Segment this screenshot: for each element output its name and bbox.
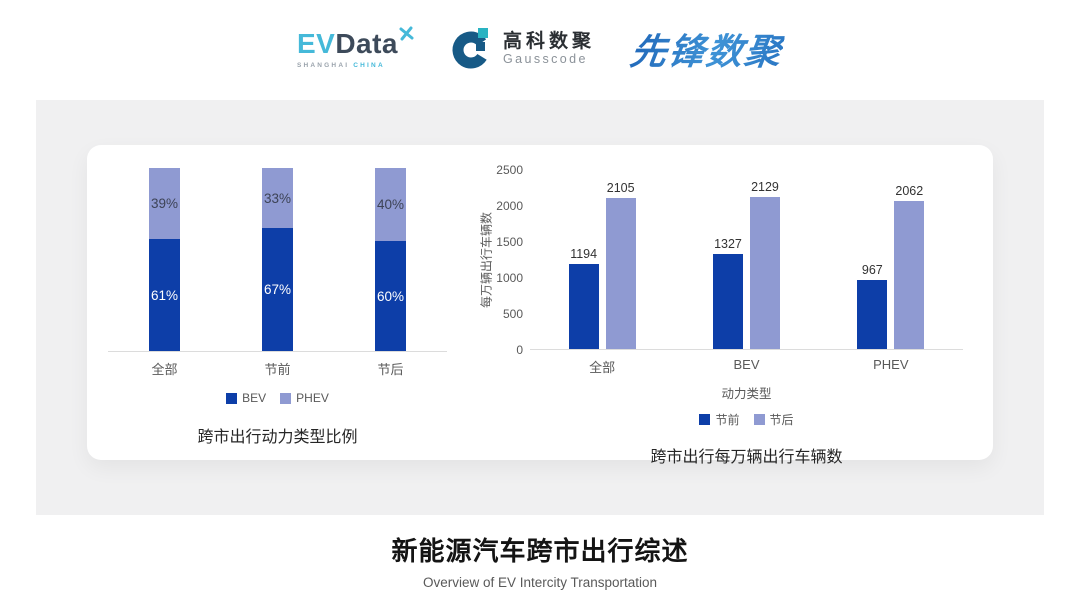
bar (894, 201, 925, 349)
y-tick-label: 500 (502, 307, 523, 321)
x-axis-label: 动力类型 (721, 387, 772, 401)
legend-item: 节前 (699, 411, 740, 428)
legend-item: BEV (226, 391, 266, 405)
stacked-legend: BEV PHEV (108, 391, 447, 405)
phev-segment: 40% (375, 168, 406, 242)
bar (605, 198, 636, 349)
evdata-logo-ev: EV (296, 27, 336, 59)
bar-with-label: 2105 (605, 170, 636, 349)
bar (857, 279, 888, 349)
bar (568, 263, 599, 349)
y-tick-label: 0 (516, 343, 523, 357)
bar-value-label: 2062 (895, 184, 924, 199)
right-chart-title: 跨市出行每万辆出行车辆数 (650, 449, 843, 466)
evdata-x-icon (399, 26, 415, 46)
evdata-logo: EV Data SHANGHAI CHINA (296, 26, 415, 69)
stacked-category-labels: 全部 节前 节后 (108, 359, 447, 378)
bar-value-label: 1327 (714, 237, 742, 251)
category-label: 全部 (151, 362, 178, 377)
legend-label: 节前 (715, 413, 740, 427)
legend-label: 节后 (769, 413, 794, 427)
stacked-bar-column: 33% 67% (221, 168, 334, 351)
stacked-bar-plot: 39% 61% 33% 67% 40% 60% (108, 168, 447, 352)
gausscode-cn-name: 高科数聚 (503, 30, 596, 52)
segment-value-label: 39% (150, 196, 179, 212)
bev-segment: 60% (375, 241, 406, 351)
legend-item: 节后 (753, 411, 794, 428)
y-tick-label: 1500 (496, 235, 523, 249)
bar-value-label: 967 (861, 262, 883, 277)
bar-value-label: 2105 (606, 181, 635, 196)
category-label: 节前 (264, 362, 291, 377)
evdata-tagline: SHANGHAI CHINA (296, 61, 385, 69)
category-label: 节后 (377, 362, 404, 377)
charts-card: 39% 61% 33% 67% 40% 60% 全部 节前 节后 BEV PHEV 跨市出行动力… (87, 145, 993, 466)
left-chart-title: 跨市出行动力类型比例 (197, 429, 358, 446)
y-axis-ticks: 0 500 1000 1500 2000 2500 (494, 163, 530, 357)
stacked-bar: 40% 60% (375, 168, 406, 351)
gausscode-en-name: Gausscode (503, 51, 588, 66)
stacked-bar: 39% 61% (149, 168, 180, 351)
bar-group: 1327 2129 (674, 170, 818, 349)
legend-label: BEV (242, 391, 267, 405)
segment-value-label: 40% (376, 197, 405, 213)
phev-segment: 39% (149, 168, 180, 240)
bev-segment: 67% (262, 228, 293, 351)
header-logos: EV Data SHANGHAI CHINA (0, 16, 1080, 82)
stacked-bar-column: 40% 60% (334, 168, 447, 351)
legend-swatch (753, 414, 765, 425)
bar (712, 254, 743, 349)
page-title: 新能源汽车跨市出行综述 (391, 536, 689, 566)
bar (749, 196, 780, 349)
legend-swatch (226, 392, 238, 404)
legend-swatch (699, 414, 711, 425)
power-type-ratio-chart: 39% 61% 33% 67% 40% 60% 全部 节前 节后 BEV PHEV 跨市出行动力… (108, 168, 447, 447)
bar-with-label: 967 (857, 170, 888, 349)
footer: 新能源汽车跨市出行综述 Overview of EV Intercity Tra… (0, 531, 1080, 590)
y-tick-label: 2500 (496, 163, 523, 177)
content-panel: 39% 61% 33% 67% 40% 60% 全部 节前 节后 BEV PHEV 跨市出行动力… (36, 100, 1044, 515)
segment-value-label: 33% (263, 190, 292, 206)
segment-value-label: 67% (263, 282, 292, 298)
trips-per-10k-chart: 每万辆出行车辆数 0 500 1000 1500 2000 2500 1194 2105 13… (478, 163, 963, 467)
phev-segment: 33% (262, 168, 293, 229)
legend-item: PHEV (280, 391, 329, 405)
segment-value-label: 61% (150, 287, 179, 303)
y-tick-label: 1000 (496, 271, 523, 285)
stacked-bar-column: 39% 61% (108, 168, 221, 351)
grouped-category-labels: 全部 BEV PHEV (530, 357, 963, 376)
bar-group: 1194 2105 (530, 170, 674, 349)
gausscode-logo: 高科数聚 Gausscode (451, 24, 595, 75)
category-label: PHEV (873, 357, 909, 372)
bar-with-label: 1327 (712, 170, 743, 349)
y-axis-label: 每万辆出行车辆数 (479, 211, 494, 309)
bev-segment: 61% (149, 239, 180, 351)
category-label: BEV (733, 357, 760, 372)
bar-value-label: 1194 (570, 246, 598, 261)
page-subtitle: Overview of EV Intercity Transportation (422, 575, 658, 590)
bar-value-label: 2129 (751, 179, 779, 194)
bar-with-label: 2129 (749, 170, 780, 349)
bar-with-label: 1194 (568, 170, 599, 349)
bar-with-label: 2062 (894, 170, 925, 349)
stacked-bar: 33% 67% (262, 168, 293, 351)
segment-value-label: 60% (376, 288, 405, 304)
grouped-legend: 节前 节后 (530, 411, 963, 428)
y-tick-label: 2000 (496, 199, 523, 213)
grouped-bar-plot: 1194 2105 1327 2129 967 2062 (530, 170, 963, 350)
gausscode-g-icon (451, 24, 495, 75)
pioneer-data-logo: 先锋数聚 (627, 23, 786, 75)
legend-swatch (280, 392, 292, 404)
evdata-logo-data: Data (335, 27, 399, 59)
legend-label: PHEV (296, 391, 329, 405)
bar-group: 967 2062 (819, 170, 963, 349)
category-label: 全部 (589, 360, 616, 375)
